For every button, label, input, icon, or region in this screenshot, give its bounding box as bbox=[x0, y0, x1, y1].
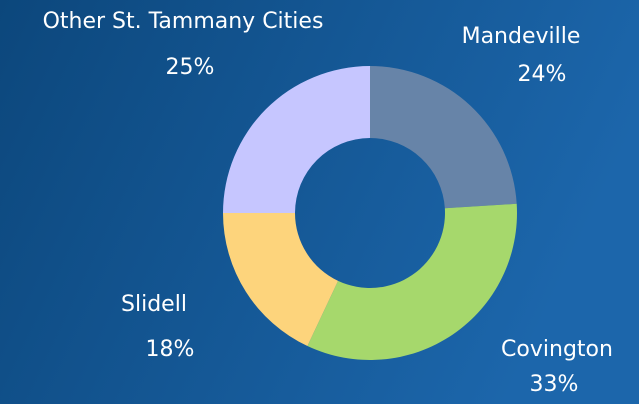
slice-label: Other St. Tammany Cities bbox=[43, 9, 324, 34]
slice-value-label: 24% bbox=[518, 62, 567, 87]
donut-slice bbox=[222, 213, 339, 347]
donut-slice bbox=[370, 66, 517, 209]
donut-slice bbox=[223, 66, 370, 213]
slice-value-label: 18% bbox=[146, 337, 195, 362]
slice-label: Covington bbox=[501, 337, 613, 362]
slice-label: Mandeville bbox=[462, 24, 581, 49]
slice-label: Slidell bbox=[121, 292, 187, 317]
slice-value-label: 33% bbox=[530, 372, 579, 397]
donut-slice bbox=[307, 203, 517, 360]
slice-value-label: 25% bbox=[166, 55, 215, 80]
